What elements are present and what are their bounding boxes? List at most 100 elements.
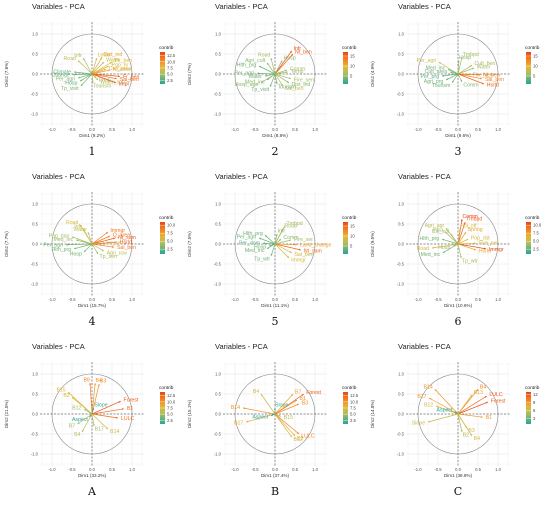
variable-label: Tourism xyxy=(432,83,450,89)
variable-arrow xyxy=(91,237,116,245)
variable-arrow xyxy=(87,231,93,245)
y-tick-label: 1.0 xyxy=(398,202,404,207)
arrow-head xyxy=(100,57,102,60)
variable-label: Tmbpd xyxy=(466,217,482,223)
variable-arrow xyxy=(91,413,109,430)
variable-arrow xyxy=(79,73,93,82)
variable-label: Tp_wtr xyxy=(462,259,478,265)
variable-label: Road xyxy=(66,220,79,226)
variable-label: B3 xyxy=(302,400,308,406)
legend-colorbar xyxy=(526,52,531,84)
x-tick-label: 1.0 xyxy=(495,467,501,472)
arrow-head xyxy=(95,58,98,61)
legend-tick-label: 2.5 xyxy=(167,78,173,83)
x-axis-title: Dim1 (9.2%) xyxy=(79,133,105,138)
x-tick-label: -0.5 xyxy=(434,127,442,132)
arrow-head xyxy=(267,62,269,65)
variable-label: B4 xyxy=(474,436,480,442)
y-tick-label: -0.5 xyxy=(214,92,222,97)
variable-arrow xyxy=(91,231,109,245)
panel-tag: 6 xyxy=(455,315,462,328)
variable-arrow xyxy=(457,394,473,415)
y-tick-label: 0.0 xyxy=(32,72,38,77)
panel-tag: 2 xyxy=(272,145,279,158)
x-tick-label: 0.5 xyxy=(475,297,481,302)
variable-arrow xyxy=(274,243,298,246)
x-tick-label: -1.0 xyxy=(231,127,239,132)
y-tick-label: 0.0 xyxy=(398,412,404,417)
arrow-head xyxy=(269,244,272,247)
pca-panel-5: Variables - PCA -1.0 -0.5 0.0 0.5 1.0 1.0 0.5 0.… xyxy=(187,172,357,328)
variable-arrow xyxy=(91,243,105,252)
legend-title: contrib xyxy=(525,385,540,391)
variable-arrow xyxy=(274,53,294,75)
legend-title: contrib xyxy=(159,215,174,221)
variable-arrow xyxy=(73,243,93,250)
variable-arrow xyxy=(274,399,298,415)
legend-title: contrib xyxy=(342,215,357,221)
y-tick-label: 0.5 xyxy=(215,222,221,227)
arrow-head xyxy=(429,398,432,400)
x-axis-title: Dim1 (9.6%) xyxy=(445,133,471,138)
x-axis-title: Dim1 (10.6%) xyxy=(444,303,473,308)
arrow-head xyxy=(484,396,487,398)
x-tick-label: -0.5 xyxy=(68,297,76,302)
arrow-head xyxy=(87,232,90,235)
variable-label: Sal_ben xyxy=(485,77,504,83)
arrow-head xyxy=(479,77,482,80)
pca-panel-3: Variables - PCA -1.0 -0.5 0.0 0.5 1.0 1.0 0.5 0.… xyxy=(370,2,540,158)
arrow-head xyxy=(80,83,83,86)
variable-label: Fire_ser xyxy=(103,241,122,247)
variable-label: Water xyxy=(477,65,491,71)
variable-label: Cln_sol xyxy=(432,229,449,235)
variable-label: Cult_area xyxy=(425,69,448,75)
y-tick-label: 0.5 xyxy=(215,392,221,397)
variable-label: Per_agri xyxy=(56,76,76,82)
x-tick-label: 0.5 xyxy=(109,127,115,132)
y-tick-label: 1.0 xyxy=(215,202,221,207)
arrow-head xyxy=(113,81,116,84)
variable-arrow xyxy=(441,238,459,245)
variable-label: Agri_rcw xyxy=(107,250,127,256)
arrow-head xyxy=(460,57,463,60)
x-tick-label: 1.0 xyxy=(312,127,318,132)
arrow-head xyxy=(97,242,100,245)
y-tick-label: 1.0 xyxy=(398,372,404,377)
variable-arrow xyxy=(91,73,117,80)
variable-arrow xyxy=(457,73,483,80)
legend-tick-label: 10.0 xyxy=(167,59,176,64)
arrow-head xyxy=(460,79,462,82)
variable-label: Road xyxy=(258,53,271,59)
arrow-head xyxy=(434,389,437,392)
y-tick-label: 0.0 xyxy=(32,242,38,247)
panel-title: Variables - PCA xyxy=(215,172,268,181)
variable-label: B1 xyxy=(486,415,492,421)
variable-label: Hosp_agri xyxy=(235,82,259,88)
variable-arrow xyxy=(274,50,293,75)
x-axis-title: Dim1 (8.8%) xyxy=(262,133,288,138)
variable-arrow xyxy=(274,73,292,80)
variable-arrow xyxy=(91,57,103,75)
variable-label: Hosp xyxy=(70,252,82,258)
pca-panel-B: Variables - PCA -1.0 -0.5 0.0 0.5 1.0 1.0 0.5 0.… xyxy=(187,342,359,498)
y-tick-label: 0.0 xyxy=(32,412,38,417)
arrow-head xyxy=(107,69,110,72)
variable-label: B3 xyxy=(468,428,474,434)
y-tick-label: 0.0 xyxy=(215,412,221,417)
legend-tick-label: 10 xyxy=(350,64,355,69)
arrow-head xyxy=(283,226,285,229)
arrow-head xyxy=(458,228,461,231)
x-tick-label: -1.0 xyxy=(414,297,422,302)
arrow-head xyxy=(115,416,118,419)
variable-label: Aspect xyxy=(252,414,268,420)
legend-colorbar xyxy=(343,222,348,254)
variable-arrow xyxy=(450,233,459,245)
variable-arrow xyxy=(457,413,473,437)
y-tick-label: -1.0 xyxy=(397,452,405,457)
arrow-head xyxy=(265,74,268,77)
arrow-head xyxy=(459,255,462,258)
x-tick-label: -1.0 xyxy=(231,467,239,472)
arrow-head xyxy=(290,394,293,397)
arrow-head xyxy=(103,68,106,71)
